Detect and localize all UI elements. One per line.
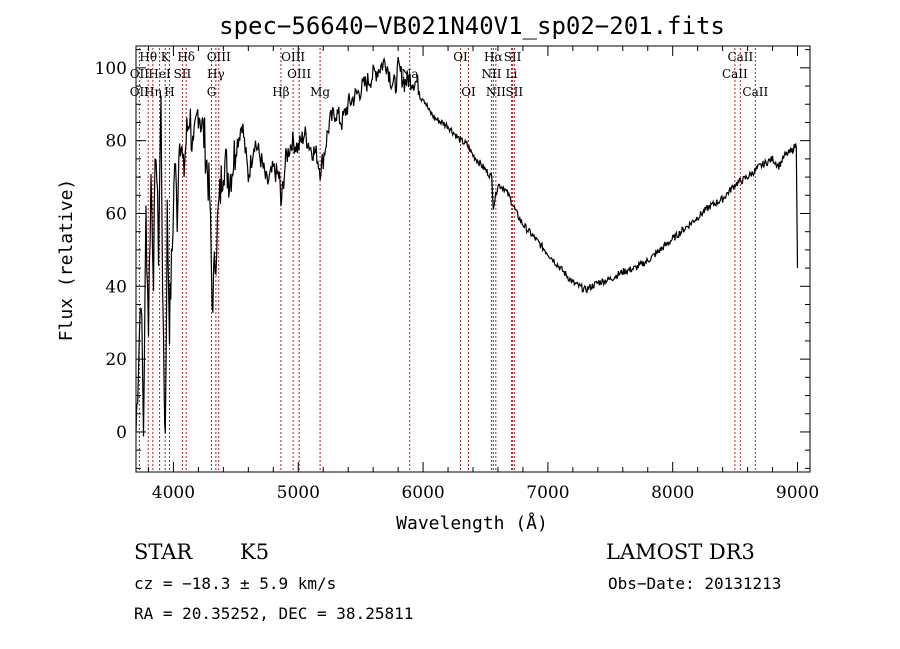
y-tick-label: 40 [105,277,127,297]
coordinates: RA = 20.35252, DEC = 38.25811 [134,604,414,623]
object-class: STAR [134,540,193,564]
plot-frame [135,45,811,473]
spectral-line-label: SII [174,67,192,81]
spectral-line-label: Hβ [272,85,289,99]
spectral-line-label: Mg [310,85,330,99]
spectral-line-markers [138,48,756,472]
y-tick-label: 0 [116,423,127,443]
chart-title: spec−56640−VB021N40V1_sp02−201.fits [219,12,725,40]
x-tick-label: 6000 [401,483,444,503]
spectral-line-label: SII [505,85,523,99]
y-tick-label: 60 [105,204,127,224]
x-axis-ticks: 4000 5000 6000 7000 8000 9000 [147,46,819,503]
spectral-line-label: Hη [144,85,162,99]
spectral-line-label: Na [401,67,419,81]
spectral-line-label: NII [486,85,506,99]
redshift-text: cz = −18.3 ± 5.9 km/s [134,574,337,593]
y-tick-label: 100 [95,59,127,79]
spectral-line-label: Hγ [207,67,225,81]
spectral-line-label: HeI [148,67,171,81]
spectral-line-label: K [161,50,171,64]
spectral-line-label: Hθ [139,50,157,64]
x-tick-label: 7000 [526,483,569,503]
spectral-line-label: OII [130,67,150,81]
survey-name: LAMOST DR3 [606,540,755,564]
spectral-line-label: H [164,85,174,99]
x-tick-label: 5000 [277,483,320,503]
y-tick-label: 20 [105,350,127,370]
x-tick-label: 9000 [776,483,819,503]
spectral-line-label: OI [461,85,476,99]
spectral-line-label: OIII [207,50,231,64]
spectral-line-label: CaII [727,50,753,64]
x-tick-label: 8000 [651,483,694,503]
y-tick-label: 80 [105,132,127,152]
observation-date: Obs−Date: 20131213 [608,574,782,593]
spectral-line-label: SII [504,50,522,64]
spectral-line-label: OIII [287,67,311,81]
object-subclass: K5 [240,540,270,564]
y-axis-label: Flux (relative) [56,179,77,342]
spectral-line-label: Hα [484,50,503,64]
x-axis-label: Wavelength (Å) [396,512,548,534]
y-axis-ticks: 0 20 40 60 80 100 [95,49,810,469]
spectrum-line [135,56,799,437]
spectral-line-label: NII [481,67,501,81]
spectral-line-label: CaII [722,67,748,81]
x-tick-label: 4000 [152,483,195,503]
spectral-line-label: Li [506,67,518,81]
spectral-line-label: Hδ [177,50,195,64]
spectral-line-label: OIII [281,50,305,64]
spectral-line-label: OII [130,85,150,99]
spectral-line-label: G [207,85,217,99]
spectral-line-label: OI [453,50,468,64]
spectral-line-label: CaII [742,85,768,99]
